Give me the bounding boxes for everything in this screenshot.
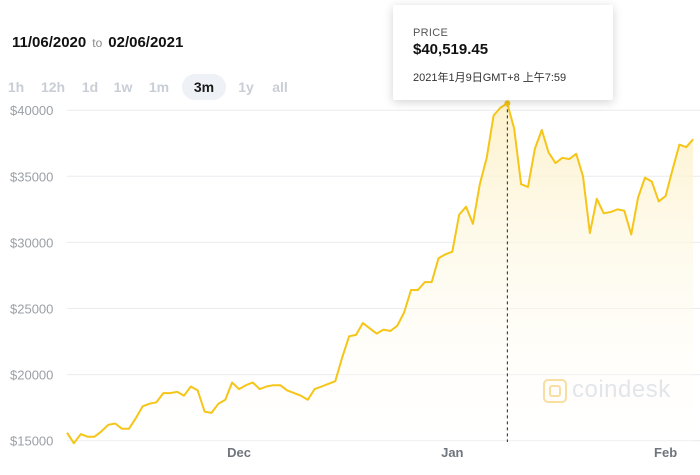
range-button-1h[interactable]: 1h — [7, 79, 25, 95]
range-button-all[interactable]: all — [272, 79, 288, 95]
date-range-start: 11/06/2020 — [12, 34, 87, 51]
range-button-1d[interactable]: 1d — [81, 79, 99, 95]
date-range-to-label: to — [92, 36, 103, 50]
watermark-text: coindesk — [572, 376, 671, 403]
range-button-1m[interactable]: 1m — [148, 79, 170, 95]
x-tick-label: Feb — [654, 445, 677, 460]
tooltip-timestamp: 2021年1月9日GMT+8 上午7:59 — [413, 72, 567, 84]
y-tick-label: $35000 — [10, 169, 53, 184]
y-axis: $15000 $20000 $25000 $30000 $35000 $40000 — [10, 103, 53, 448]
x-axis: Dec Jan Feb — [227, 445, 677, 460]
price-area-fill — [67, 103, 694, 444]
date-range-end: 02/06/2021 — [108, 34, 184, 51]
y-tick-label: $15000 — [10, 434, 53, 449]
y-tick-label: $30000 — [10, 235, 53, 250]
hover-point-marker — [504, 100, 511, 107]
x-tick-label: Jan — [441, 445, 463, 460]
tooltip-label: PRICE — [413, 27, 449, 39]
y-tick-label: $40000 — [10, 103, 53, 118]
range-button-3m[interactable]: 3m — [182, 74, 226, 100]
range-button-12h[interactable]: 12h — [40, 79, 66, 95]
price-line — [66, 102, 694, 445]
price-tooltip: PRICE $40,519.45 2021年1月9日GMT+8 上午7:59 — [393, 5, 613, 100]
tooltip-price: $40,519.45 — [413, 41, 489, 58]
range-button-1y[interactable]: 1y — [238, 79, 254, 95]
range-button-1w[interactable]: 1w — [113, 79, 133, 95]
x-tick-label: Dec — [227, 445, 251, 460]
date-range: 11/06/2020 to 02/06/2021 — [12, 34, 183, 51]
y-tick-label: $25000 — [10, 301, 53, 316]
coindesk-logo-icon — [543, 379, 567, 403]
y-tick-label: $20000 — [10, 368, 53, 383]
range-selector: 1h 12h 1d 1w 1m 3m 1y all — [0, 74, 320, 100]
